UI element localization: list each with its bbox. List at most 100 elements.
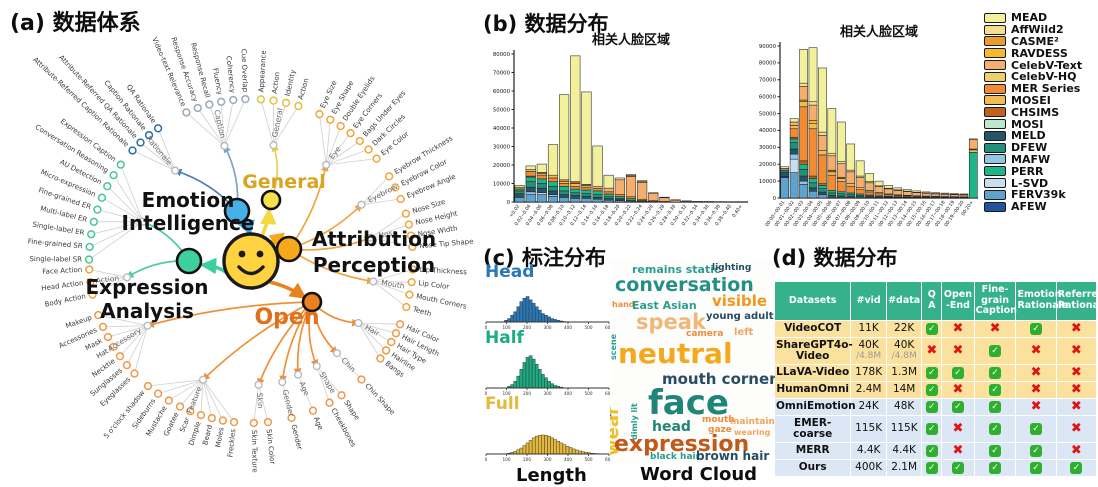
leaf-node (122, 360, 132, 370)
bar-segment (536, 194, 547, 203)
check-icon: ✓ (1070, 461, 1083, 474)
check-icon: ✓ (925, 322, 938, 335)
bar-segment (808, 47, 818, 103)
table-cell: 4.4K (886, 442, 922, 459)
legend-swatch-icon (984, 178, 1006, 189)
table-cell: ✖ (974, 320, 1016, 337)
bar-segment (836, 181, 846, 193)
table-cell: LLaVA-Video (775, 364, 851, 381)
hist-bar (513, 311, 517, 323)
bar-segment (570, 183, 581, 187)
legend-label: MER Series (1011, 82, 1081, 96)
bar-segment (536, 163, 547, 173)
hist-tick-label: 600 (605, 325, 613, 330)
leaf-label: Body Action (44, 292, 87, 309)
leaf-node (85, 242, 94, 252)
legend-item: MEAD (984, 12, 1098, 24)
table-cell: ✓ (942, 364, 974, 381)
cross-icon: ✖ (952, 381, 964, 397)
legend-swatch-icon (984, 119, 1006, 130)
bar-segment (547, 190, 559, 195)
hist-bar (534, 435, 539, 455)
leaf-node (406, 231, 416, 240)
bar-segment (893, 190, 903, 196)
bar-segment (846, 171, 856, 184)
cross-icon: ✖ (952, 320, 964, 336)
hist-bar (550, 318, 554, 323)
leaf-node (186, 407, 195, 416)
leaf-node (405, 290, 414, 299)
cloud-word: young adult (706, 311, 774, 322)
leaf-node (98, 322, 108, 332)
bar-segment (789, 138, 799, 143)
bar-segment (570, 188, 581, 194)
leaf-node (88, 290, 97, 299)
legend-label: MOSI (1011, 117, 1044, 131)
main-arrow (260, 207, 277, 238)
hub-label: Chin (339, 356, 357, 375)
bar-segment (780, 166, 790, 169)
check-icon: ✓ (951, 461, 964, 474)
bar-segment (818, 150, 827, 156)
legend-item: MOSEI (984, 95, 1098, 107)
hist-bar (559, 442, 564, 455)
legend-label: AFEW (1011, 200, 1047, 214)
cross-icon: ✖ (952, 342, 964, 358)
leaf-node (205, 100, 214, 109)
leaf-node (89, 217, 98, 226)
table-cell: 115K (886, 415, 922, 442)
smiley-face-icon (222, 232, 280, 290)
legend-swatch-icon (984, 107, 1006, 118)
leaf-label: Skin Texture (250, 430, 259, 473)
bar-segment (874, 180, 884, 187)
leaf-node (128, 146, 137, 155)
leaf-node (357, 375, 366, 384)
leaf-label: Dimple (187, 420, 202, 446)
hist-bar (525, 442, 530, 455)
bar-segment (846, 143, 856, 171)
bar-segment (570, 195, 581, 199)
bar-segment (648, 192, 659, 194)
legend-label: MELD (1011, 129, 1046, 143)
bar-segment (780, 169, 790, 173)
leaf-node (269, 96, 278, 105)
table-cell: ✖ (1056, 442, 1096, 459)
bar-segment (865, 191, 874, 196)
cloud-word: lighting (712, 263, 752, 273)
bar-segment (536, 192, 547, 195)
bar-segment (818, 194, 827, 199)
legend-item: CelebV-HQ (984, 71, 1098, 83)
leaf-node (281, 98, 291, 107)
bar-segment (827, 190, 837, 194)
check-icon: ✓ (925, 400, 938, 413)
cloud-word: mouth (702, 415, 735, 425)
table-cell: ✓ (942, 398, 974, 415)
leaf-node (364, 145, 373, 154)
cloud-word: wearing (734, 428, 771, 437)
word-cloud: remains static lighting conversation hand Ea… (610, 260, 776, 463)
legend-swatch-icon (984, 71, 1006, 82)
bar-segment (525, 194, 536, 203)
bar-segment (603, 187, 614, 193)
leaf-node (164, 396, 173, 405)
bar-segment (818, 131, 827, 136)
bar-segment (570, 192, 581, 196)
table-header: Datasets (775, 282, 851, 320)
bar-segment (603, 199, 614, 203)
table-row: VideoCOT 11K 22K ✓ ✖ ✖ ✓ ✖ (775, 320, 1096, 337)
leaf-node (294, 101, 303, 111)
hist-label-full: Full (485, 394, 520, 414)
category-label-attribution: Attribution (312, 227, 436, 251)
bar-segment (827, 195, 837, 199)
hist-bar (541, 434, 545, 455)
legend-label: PERR (1011, 164, 1044, 178)
bar-segment (827, 155, 837, 171)
table-cell: 11K (851, 320, 886, 337)
legend-label: DFEW (1011, 141, 1048, 155)
cloud-word: camera (686, 329, 724, 339)
table-cell: ✖ (1016, 381, 1056, 398)
cloud-word: scene (610, 333, 618, 360)
y-tick-label: 40000 (759, 128, 777, 134)
table-row: LLaVA-Video 178K 1.3M ✓ ✓ ✓ ✖ ✖ (775, 364, 1096, 381)
table-cell: ✓ (942, 459, 974, 476)
